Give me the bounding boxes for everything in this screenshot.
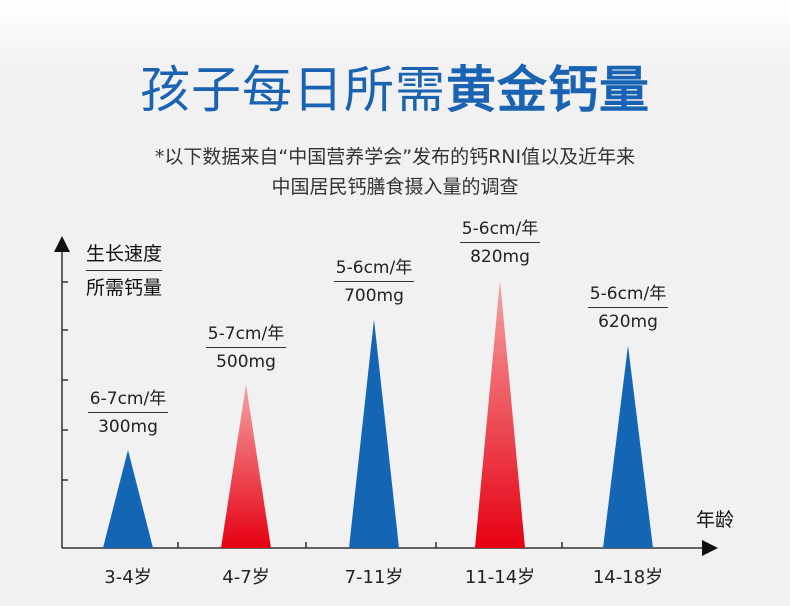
value-label: 500mg bbox=[216, 351, 276, 372]
value-label: 820mg bbox=[470, 247, 530, 267]
source-note: *以下数据来自“中国营养学会”发布的钙RNI值以及近年来 中国居民钙膳食摄入量的… bbox=[0, 142, 790, 202]
title-normal: 孩子每日所需 bbox=[140, 61, 446, 119]
x-tick-label: 3-4岁 bbox=[104, 567, 152, 588]
x-axis-label: 年龄 bbox=[696, 509, 735, 531]
growth-label: 6-7cm/年 bbox=[87, 384, 169, 413]
y-axis-label: 生长速度 所需钙量 bbox=[86, 240, 163, 302]
value-label: 700mg bbox=[344, 286, 404, 307]
x-tick-label: 7-11岁 bbox=[344, 567, 404, 588]
y-axis-label-line2: 所需钙量 bbox=[86, 277, 163, 299]
growth-label: 5-7cm/年 bbox=[205, 319, 287, 348]
note-line-2: 中国居民钙膳食摄入量的调查 bbox=[271, 176, 519, 198]
growth-label: 5-6cm/年 bbox=[333, 253, 415, 283]
data-label: 5-7cm/年 500mg bbox=[186, 319, 306, 372]
data-label: 6-7cm/年 300mg bbox=[68, 384, 188, 437]
bar-3-4岁 bbox=[103, 449, 153, 548]
x-axis-arrow bbox=[702, 540, 718, 556]
x-tick-label: 14-18岁 bbox=[592, 567, 664, 588]
x-tick-label: 4-7岁 bbox=[222, 567, 270, 588]
note-line-1: *以下数据来自“中国营养学会”发布的钙RNI值以及近年来 bbox=[154, 146, 636, 168]
y-axis-arrow bbox=[54, 236, 70, 252]
bar-11-14岁 bbox=[475, 280, 525, 548]
x-tick-label: 11-14岁 bbox=[464, 567, 536, 588]
y-axis-label-line1: 生长速度 bbox=[86, 240, 163, 271]
data-label: 5-6cm/年 820mg bbox=[440, 214, 560, 267]
title-bold: 黄金钙量 bbox=[446, 61, 650, 119]
bar-14-18岁 bbox=[603, 345, 653, 548]
growth-label: 5-6cm/年 bbox=[459, 214, 541, 243]
bar-4-7岁 bbox=[221, 384, 271, 548]
growth-label: 5-6cm/年 bbox=[587, 279, 669, 309]
page-title: 孩子每日所需黄金钙量 bbox=[0, 58, 790, 122]
bar-7-11岁 bbox=[349, 319, 399, 548]
data-label: 5-6cm/年 700mg bbox=[314, 253, 434, 306]
value-label: 300mg bbox=[98, 416, 158, 437]
data-label: 5-6cm/年 620mg bbox=[568, 279, 688, 332]
value-label: 620mg bbox=[598, 312, 658, 333]
